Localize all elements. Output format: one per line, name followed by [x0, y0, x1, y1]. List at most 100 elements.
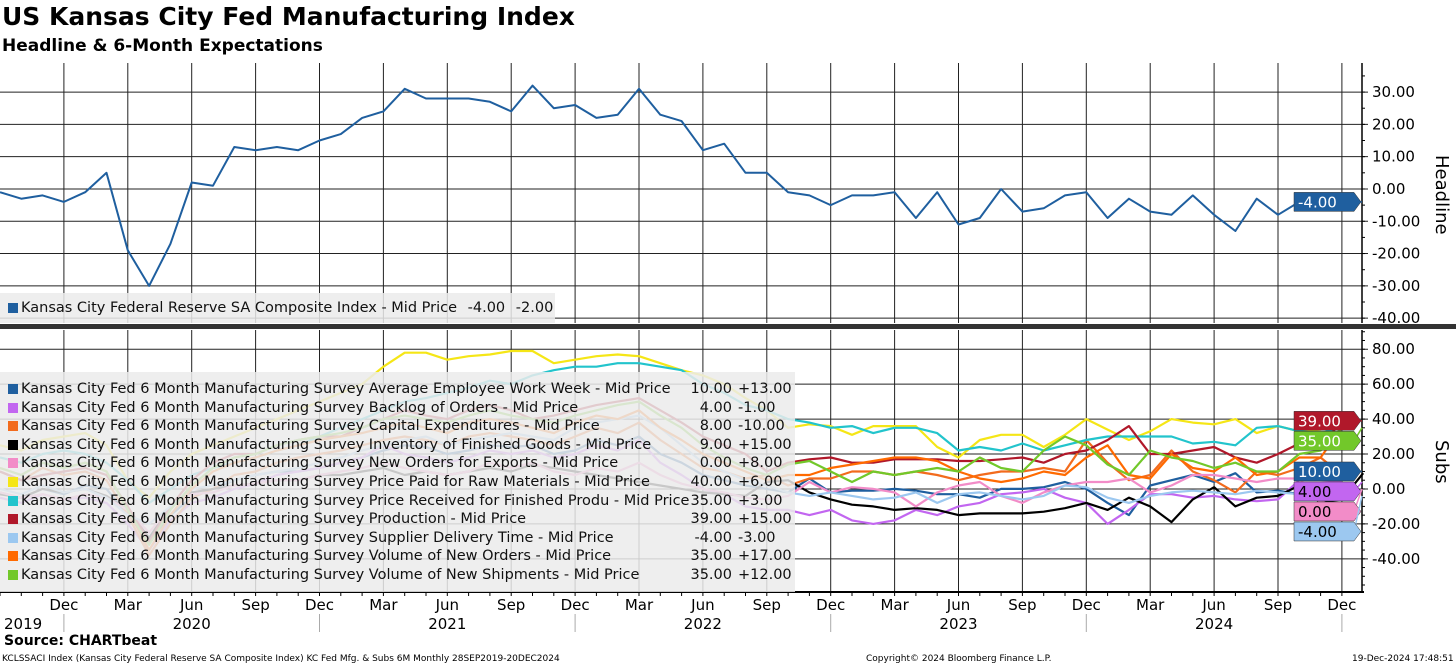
subs-axis-title: Subs: [1431, 440, 1452, 484]
legend-item: Kansas City Fed 6 Month Manufacturing Su…: [0, 566, 795, 585]
legend-change: +15.00: [738, 511, 792, 528]
legend-label: Kansas City Fed 6 Month Manufacturing Su…: [21, 529, 614, 546]
y-tick-label: -40.00: [1372, 309, 1420, 327]
headline-legend: Kansas City Federal Reserve SA Composite…: [0, 293, 555, 323]
x-tick-label: Mar: [625, 596, 654, 614]
legend-change: +8.00: [738, 455, 783, 472]
x-tick-label: Dec: [1072, 596, 1101, 614]
x-tick-label: Sep: [497, 596, 525, 614]
legend-label: Kansas City Fed 6 Month Manufacturing Su…: [21, 436, 652, 453]
x-year-label: 2021: [428, 615, 466, 633]
y-tick-label: 0.00: [1372, 180, 1405, 198]
legend-swatch: [8, 495, 18, 506]
legend-last: -4.00: [467, 300, 506, 316]
legend-label: Kansas City Fed 6 Month Manufacturing Su…: [21, 399, 579, 416]
x-tick-label: Mar: [880, 596, 909, 614]
last-value-tag: [1293, 461, 1362, 482]
subs-legend: Kansas City Fed 6 Month Manufacturing Su…: [0, 372, 795, 592]
legend-change: -10.00: [738, 418, 785, 435]
x-tick-label: Dec: [561, 596, 590, 614]
legend-swatch: [8, 532, 18, 543]
last-value-label: 4.00: [1298, 483, 1331, 501]
legend-last: 9.00: [699, 436, 732, 453]
legend-item: Kansas City Fed 6 Month Manufacturing Su…: [0, 529, 795, 548]
last-value-label: -4.00: [1298, 193, 1337, 211]
legend-item: Kansas City Fed 6 Month Manufacturing Su…: [0, 547, 795, 566]
legend-label: Kansas City Fed 6 Month Manufacturing Su…: [21, 566, 640, 583]
x-tick-label: Jun: [690, 596, 714, 614]
last-value-tag: [1293, 411, 1362, 431]
legend-change: +3.00: [738, 492, 783, 509]
legend-label: Kansas City Federal Reserve SA Composite…: [21, 300, 458, 316]
x-year-label: 2022: [684, 615, 722, 633]
legend-swatch: [8, 458, 18, 469]
y-tick-label: -30.00: [1372, 277, 1420, 295]
legend-change: +12.00: [738, 566, 792, 583]
y-tick-label: -20.00: [1372, 245, 1420, 263]
chart-subtitle: Headline & 6-Month Expectations: [2, 36, 323, 56]
x-tick-label: Jun: [946, 596, 970, 614]
legend-last: 39.00: [690, 511, 732, 528]
legend-item: Kansas City Fed 6 Month Manufacturing Su…: [0, 454, 795, 473]
legend-item: Kansas City Fed 6 Month Manufacturing Su…: [0, 473, 795, 492]
x-tick-label: Sep: [753, 596, 781, 614]
legend-item: Kansas City Fed 6 Month Manufacturing Su…: [0, 492, 795, 511]
x-tick-label: Dec: [49, 596, 78, 614]
legend-change: +6.00: [738, 473, 783, 490]
x-tick-label: Jun: [435, 596, 459, 614]
legend-change: +15.00: [738, 436, 792, 453]
panel-divider: [0, 324, 1456, 329]
x-tick-label: Mar: [114, 596, 143, 614]
legend-last: 10.00: [690, 381, 732, 397]
legend-item: Kansas City Fed 6 Month Manufacturing Su…: [0, 510, 795, 529]
headline-axis-title: Headline: [1431, 155, 1452, 235]
footer-copyright: Copyright© 2024 Bloomberg Finance L.P.: [866, 654, 1052, 664]
legend-last: 35.00: [690, 492, 732, 509]
legend-change: -2.00: [515, 300, 554, 316]
legend-swatch: [8, 551, 18, 562]
legend-change: +17.00: [738, 548, 792, 565]
legend-last: 35.00: [690, 566, 732, 583]
x-tick-label: Jun: [179, 596, 203, 614]
last-value-tag: [1293, 192, 1362, 212]
x-tick-label: Sep: [1264, 596, 1292, 614]
last-value-label: 35.00: [1298, 432, 1341, 450]
legend-swatch: [8, 476, 18, 487]
legend-swatch: [8, 514, 18, 525]
y-tick-label: 60.00: [1372, 375, 1415, 393]
last-value-label: 0.00: [1298, 503, 1331, 521]
x-year-label: 2019: [4, 615, 42, 633]
series-line: [0, 84, 1343, 287]
legend-last: 4.00: [699, 399, 732, 416]
legend-swatch: [8, 384, 18, 394]
legend-label: Kansas City Fed 6 Month Manufacturing Su…: [21, 418, 600, 435]
footer-timestamp: 19-Dec-2024 17:48:51: [1352, 654, 1454, 664]
y-tick-label: -10.00: [1372, 212, 1420, 230]
x-tick-label: Sep: [241, 596, 269, 614]
legend-last: 8.00: [699, 418, 732, 435]
y-tick-label: 80.00: [1372, 340, 1415, 358]
last-value-label: -4.00: [1298, 523, 1337, 541]
source-label: Source: CHARTbeat: [4, 633, 158, 649]
legend-swatch: [8, 439, 18, 450]
y-tick-label: -40.00: [1372, 550, 1420, 568]
y-tick-label: 20.00: [1372, 445, 1415, 463]
chart-title: US Kansas City Fed Manufacturing Index: [2, 2, 575, 31]
legend-item: Kansas City Federal Reserve SA Composite…: [0, 299, 555, 318]
legend-item: Kansas City Fed 6 Month Manufacturing Su…: [0, 417, 795, 436]
legend-label: Kansas City Fed 6 Month Manufacturing Su…: [21, 455, 619, 472]
legend-swatch: [8, 303, 18, 313]
legend-change: -3.00: [738, 529, 776, 546]
legend-swatch: [8, 421, 18, 432]
legend-last: 0.00: [699, 455, 732, 472]
legend-label: Kansas City Fed 6 Month Manufacturing Su…: [21, 381, 671, 397]
x-tick-label: Dec: [305, 596, 334, 614]
legend-change: +13.00: [738, 381, 792, 397]
x-year-label: 2023: [939, 615, 977, 633]
legend-label: Kansas City Fed 6 Month Manufacturing Su…: [21, 511, 527, 528]
y-tick-label: -20.00: [1372, 515, 1420, 533]
x-tick-label: Jun: [1201, 596, 1225, 614]
legend-swatch: [8, 569, 18, 580]
legend-item: Kansas City Fed 6 Month Manufacturing Su…: [0, 399, 795, 418]
